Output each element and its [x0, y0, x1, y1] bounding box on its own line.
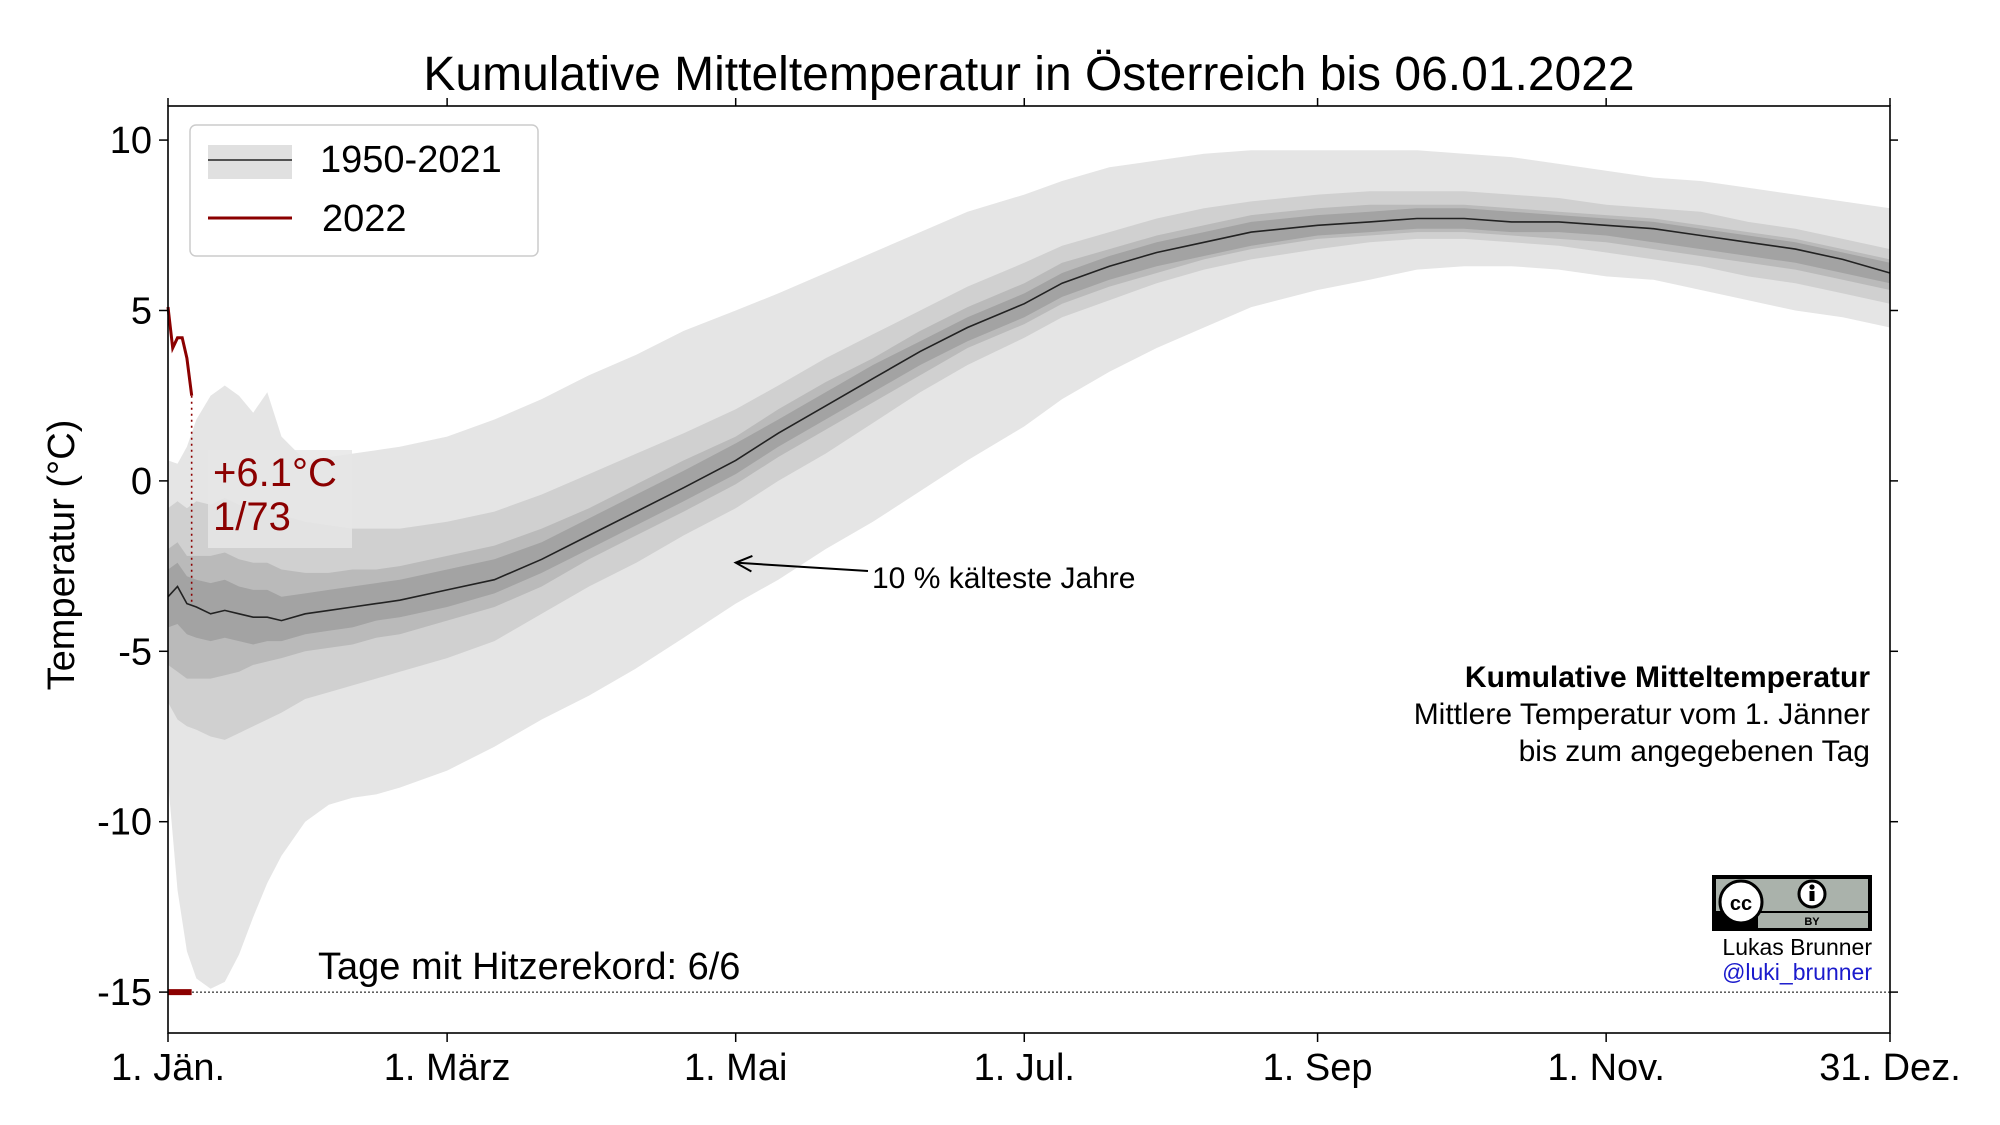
y-axis: 10 5 0 -5 -10 -15 — [97, 120, 1898, 1014]
legend-swatch-band — [208, 145, 292, 179]
band-50 — [168, 208, 1890, 645]
y-tick-label-1: 5 — [131, 290, 152, 332]
x-tick-label-1: 1. März — [384, 1047, 511, 1089]
svg-text:cc: cc — [1730, 893, 1752, 915]
svg-text:BY: BY — [1804, 916, 1820, 928]
median-line — [167, 217, 1891, 622]
note-line-2: bis zum angegebenen Tag — [1519, 735, 1870, 768]
credit-handle: @luki_brunner — [1722, 959, 1872, 985]
legend-label-2022: 2022 — [322, 198, 407, 240]
coldest-arrow — [735, 561, 869, 572]
y-tick-label-0: 10 — [110, 120, 152, 162]
x-axis: 1. Jän. 1. März 1. Mai 1. Jul. 1. Sep 1. Nov.… — [111, 98, 1961, 1089]
series-2022-line — [166, 306, 194, 396]
y-tick-label-5: -15 — [97, 972, 152, 1014]
chart-title: Kumulative Mitteltemperatur in Österreic… — [423, 48, 1634, 101]
median-layer — [167, 217, 1891, 622]
note-title: Kumulative Mitteltemperatur — [1465, 661, 1870, 694]
current-value-box — [208, 450, 352, 548]
explanation-note: Kumulative Mitteltemperatur Mittlere Tem… — [1414, 661, 1871, 768]
x-tick-label-0: 1. Jän. — [111, 1047, 225, 1089]
legend: 1950-2021 2022 — [189, 124, 539, 257]
y-axis-label: Temperatur (°C) — [41, 420, 83, 691]
record-days-label: Tage mit Hitzerekord: 6/6 — [318, 946, 740, 988]
x-tick-label-4: 1. Sep — [1263, 1047, 1373, 1089]
note-line-1: Mittlere Temperatur vom 1. Jänner — [1414, 698, 1870, 731]
y-tick-label-3: -5 — [118, 631, 152, 673]
x-tick-label-2: 1. Mai — [684, 1047, 787, 1089]
x-tick-label-6: 31. Dez. — [1819, 1047, 1961, 1089]
coldest-label: 10 % kälteste Jahre — [872, 562, 1135, 595]
current-rank-label: 1/73 — [213, 495, 291, 539]
current-value-label: +6.1°C — [213, 451, 337, 495]
x-tick-label-3: 1. Jul. — [974, 1047, 1075, 1089]
plot-frame — [167, 105, 1891, 1034]
current-value-annotation: +6.1°C 1/73 — [190, 395, 352, 606]
coldest-annotation: 10 % kälteste Jahre — [733, 554, 1135, 595]
y-tick-label-4: -10 — [97, 802, 152, 844]
legend-label-climatology: 1950-2021 — [320, 139, 502, 181]
x-tick-label-5: 1. Nov. — [1547, 1047, 1665, 1089]
series-layer — [166, 306, 194, 396]
coldest-arrow-head — [733, 554, 753, 573]
cc-by-icon: cc BY — [1712, 875, 1872, 931]
credit-author: Lukas Brunner — [1722, 934, 1872, 960]
y-tick-label-2: 0 — [131, 461, 152, 503]
